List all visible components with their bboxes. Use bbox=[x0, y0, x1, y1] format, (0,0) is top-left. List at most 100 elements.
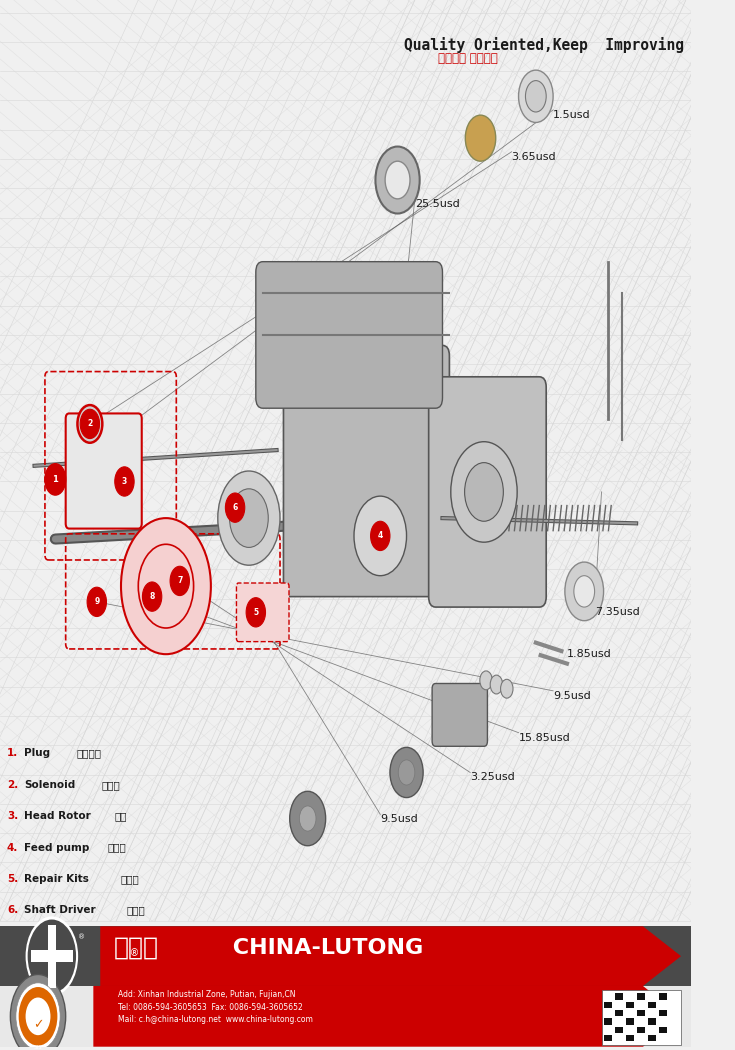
Circle shape bbox=[526, 81, 546, 112]
Text: 2.: 2. bbox=[7, 780, 18, 790]
Text: 5.: 5. bbox=[7, 874, 18, 884]
Circle shape bbox=[138, 544, 193, 628]
Bar bbox=[614, 1027, 623, 1033]
Text: 25.5usd: 25.5usd bbox=[415, 198, 459, 209]
Text: 中路通: 中路通 bbox=[114, 936, 159, 960]
Text: CHINA-LUTONG: CHINA-LUTONG bbox=[225, 938, 423, 958]
Bar bbox=[659, 1027, 667, 1033]
Circle shape bbox=[398, 760, 415, 785]
Bar bbox=[659, 1010, 667, 1016]
Circle shape bbox=[519, 70, 553, 123]
Text: ✓: ✓ bbox=[33, 1018, 43, 1031]
Text: 7: 7 bbox=[177, 576, 182, 586]
Text: 1: 1 bbox=[52, 475, 58, 484]
Bar bbox=[625, 1002, 634, 1008]
Text: Quality Oriented,Keep  Improving: Quality Oriented,Keep Improving bbox=[404, 37, 684, 52]
Bar bbox=[603, 1002, 612, 1008]
Bar bbox=[603, 1018, 612, 1025]
FancyBboxPatch shape bbox=[284, 345, 449, 596]
Text: 15.85usd: 15.85usd bbox=[519, 733, 570, 742]
Point bbox=[424, 511, 433, 524]
Text: Feed pump: Feed pump bbox=[24, 842, 90, 853]
Circle shape bbox=[143, 582, 162, 611]
FancyBboxPatch shape bbox=[237, 583, 289, 642]
Circle shape bbox=[26, 917, 78, 996]
Line: 2 pts: 2 pts bbox=[55, 518, 429, 539]
Bar bbox=[648, 1035, 656, 1042]
Bar bbox=[48, 925, 56, 988]
Circle shape bbox=[218, 471, 280, 565]
Bar bbox=[32, 950, 71, 963]
Text: 8.: 8. bbox=[7, 968, 18, 979]
Circle shape bbox=[480, 671, 492, 690]
Text: 十字块: 十字块 bbox=[83, 968, 101, 979]
Text: 8: 8 bbox=[149, 592, 155, 601]
Circle shape bbox=[574, 575, 595, 607]
Text: 泵头: 泵头 bbox=[114, 812, 126, 821]
Text: 9.: 9. bbox=[7, 1000, 18, 1010]
Text: Shaft Driver: Shaft Driver bbox=[24, 905, 96, 916]
Bar bbox=[637, 1027, 645, 1033]
Circle shape bbox=[370, 521, 390, 550]
Circle shape bbox=[290, 792, 326, 845]
Circle shape bbox=[465, 116, 495, 162]
Text: 3.65usd: 3.65usd bbox=[512, 152, 556, 162]
Bar bbox=[0, 926, 692, 986]
Text: 2: 2 bbox=[87, 419, 93, 428]
Circle shape bbox=[80, 410, 99, 439]
Bar bbox=[625, 1018, 634, 1025]
Circle shape bbox=[77, 405, 102, 443]
Text: Head Rotor: Head Rotor bbox=[24, 812, 91, 821]
Text: 传动轴: 传动轴 bbox=[126, 905, 146, 916]
Text: 1.: 1. bbox=[7, 749, 18, 758]
Text: 7.: 7. bbox=[7, 937, 18, 947]
Circle shape bbox=[45, 464, 65, 496]
Bar bbox=[648, 1002, 656, 1008]
Circle shape bbox=[354, 497, 406, 575]
Circle shape bbox=[87, 587, 107, 616]
Text: Solenoid: Solenoid bbox=[24, 780, 76, 790]
Point bbox=[424, 511, 433, 524]
Circle shape bbox=[451, 442, 517, 542]
Circle shape bbox=[385, 162, 410, 198]
Text: 修理包: 修理包 bbox=[121, 874, 139, 884]
Text: 滚轮组件: 滚轮组件 bbox=[121, 937, 146, 947]
Text: 1.5usd: 1.5usd bbox=[553, 110, 591, 120]
Text: 泵头螺塞: 泵头螺塞 bbox=[76, 749, 101, 758]
Bar bbox=[637, 993, 645, 1000]
Text: 9.5usd: 9.5usd bbox=[553, 691, 591, 700]
Circle shape bbox=[115, 467, 134, 497]
Polygon shape bbox=[100, 926, 681, 986]
Text: 精益求精 不断完善: 精益求精 不断完善 bbox=[437, 52, 498, 65]
Text: ®: ® bbox=[78, 934, 85, 941]
Text: 1.85usd: 1.85usd bbox=[567, 649, 612, 659]
Text: Cam Disk: Cam Disk bbox=[24, 1000, 79, 1010]
Bar bbox=[648, 1018, 656, 1025]
Text: ®: ® bbox=[114, 948, 140, 958]
Text: 4: 4 bbox=[378, 531, 383, 541]
Circle shape bbox=[501, 679, 513, 698]
Text: 9: 9 bbox=[94, 597, 99, 606]
Circle shape bbox=[465, 463, 503, 521]
Circle shape bbox=[170, 566, 190, 595]
Text: Cross: Cross bbox=[24, 968, 57, 979]
Text: 9.5usd: 9.5usd bbox=[380, 815, 418, 824]
Polygon shape bbox=[93, 986, 681, 1047]
Text: Mail: c.h@china-lutong.net  www.china-lutong.com: Mail: c.h@china-lutong.net www.china-lut… bbox=[118, 1015, 312, 1024]
Circle shape bbox=[299, 806, 316, 831]
Text: Plug: Plug bbox=[24, 749, 50, 758]
Bar bbox=[659, 993, 667, 1000]
Bar bbox=[601, 990, 681, 1045]
Bar bbox=[637, 1010, 645, 1016]
Bar bbox=[614, 993, 623, 1000]
Text: Tel: 0086-594-3605653  Fax: 0086-594-3605652: Tel: 0086-594-3605653 Fax: 0086-594-3605… bbox=[118, 1003, 302, 1011]
Text: 3.: 3. bbox=[7, 812, 18, 821]
Text: Add: Xinhan Industrial Zone, Putian, Fujian,CN: Add: Xinhan Industrial Zone, Putian, Fuj… bbox=[118, 990, 295, 1000]
Circle shape bbox=[121, 518, 211, 654]
Text: 输油泵: 输油泵 bbox=[108, 842, 126, 853]
Text: 3.25usd: 3.25usd bbox=[470, 773, 515, 782]
Text: 6.: 6. bbox=[7, 905, 18, 916]
Text: Repair Kits: Repair Kits bbox=[24, 874, 89, 884]
Circle shape bbox=[10, 974, 65, 1050]
Bar bbox=[603, 1035, 612, 1042]
